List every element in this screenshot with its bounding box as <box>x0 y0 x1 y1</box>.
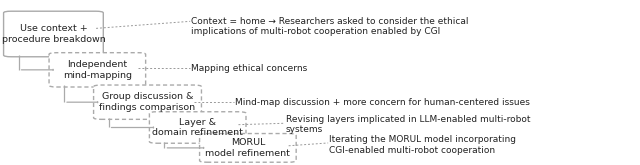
Text: Mind-map discussion + more concern for human-centered issues: Mind-map discussion + more concern for h… <box>236 98 530 107</box>
Text: Use context +
procedure breakdown: Use context + procedure breakdown <box>1 24 106 44</box>
Text: Iterating the MORUL model incorporating
CGI-enabled multi-robot cooperation: Iterating the MORUL model incorporating … <box>330 135 516 155</box>
Text: Mapping ethical concerns: Mapping ethical concerns <box>191 64 308 73</box>
Text: Context = home → Researchers asked to consider the ethical
implications of multi: Context = home → Researchers asked to co… <box>191 16 469 36</box>
Text: Independent
mind-mapping: Independent mind-mapping <box>63 60 132 80</box>
Text: Group discussion &
findings comparison: Group discussion & findings comparison <box>99 93 196 112</box>
FancyBboxPatch shape <box>49 53 146 87</box>
FancyBboxPatch shape <box>200 133 296 162</box>
Text: Layer &
domain refinement: Layer & domain refinement <box>152 118 243 137</box>
FancyBboxPatch shape <box>149 112 246 143</box>
FancyBboxPatch shape <box>93 85 202 119</box>
FancyBboxPatch shape <box>4 11 103 57</box>
Text: MORUL
model refinement: MORUL model refinement <box>205 138 291 158</box>
Text: Revising layers implicated in LLM-enabled multi-robot
systems: Revising layers implicated in LLM-enable… <box>285 115 530 134</box>
